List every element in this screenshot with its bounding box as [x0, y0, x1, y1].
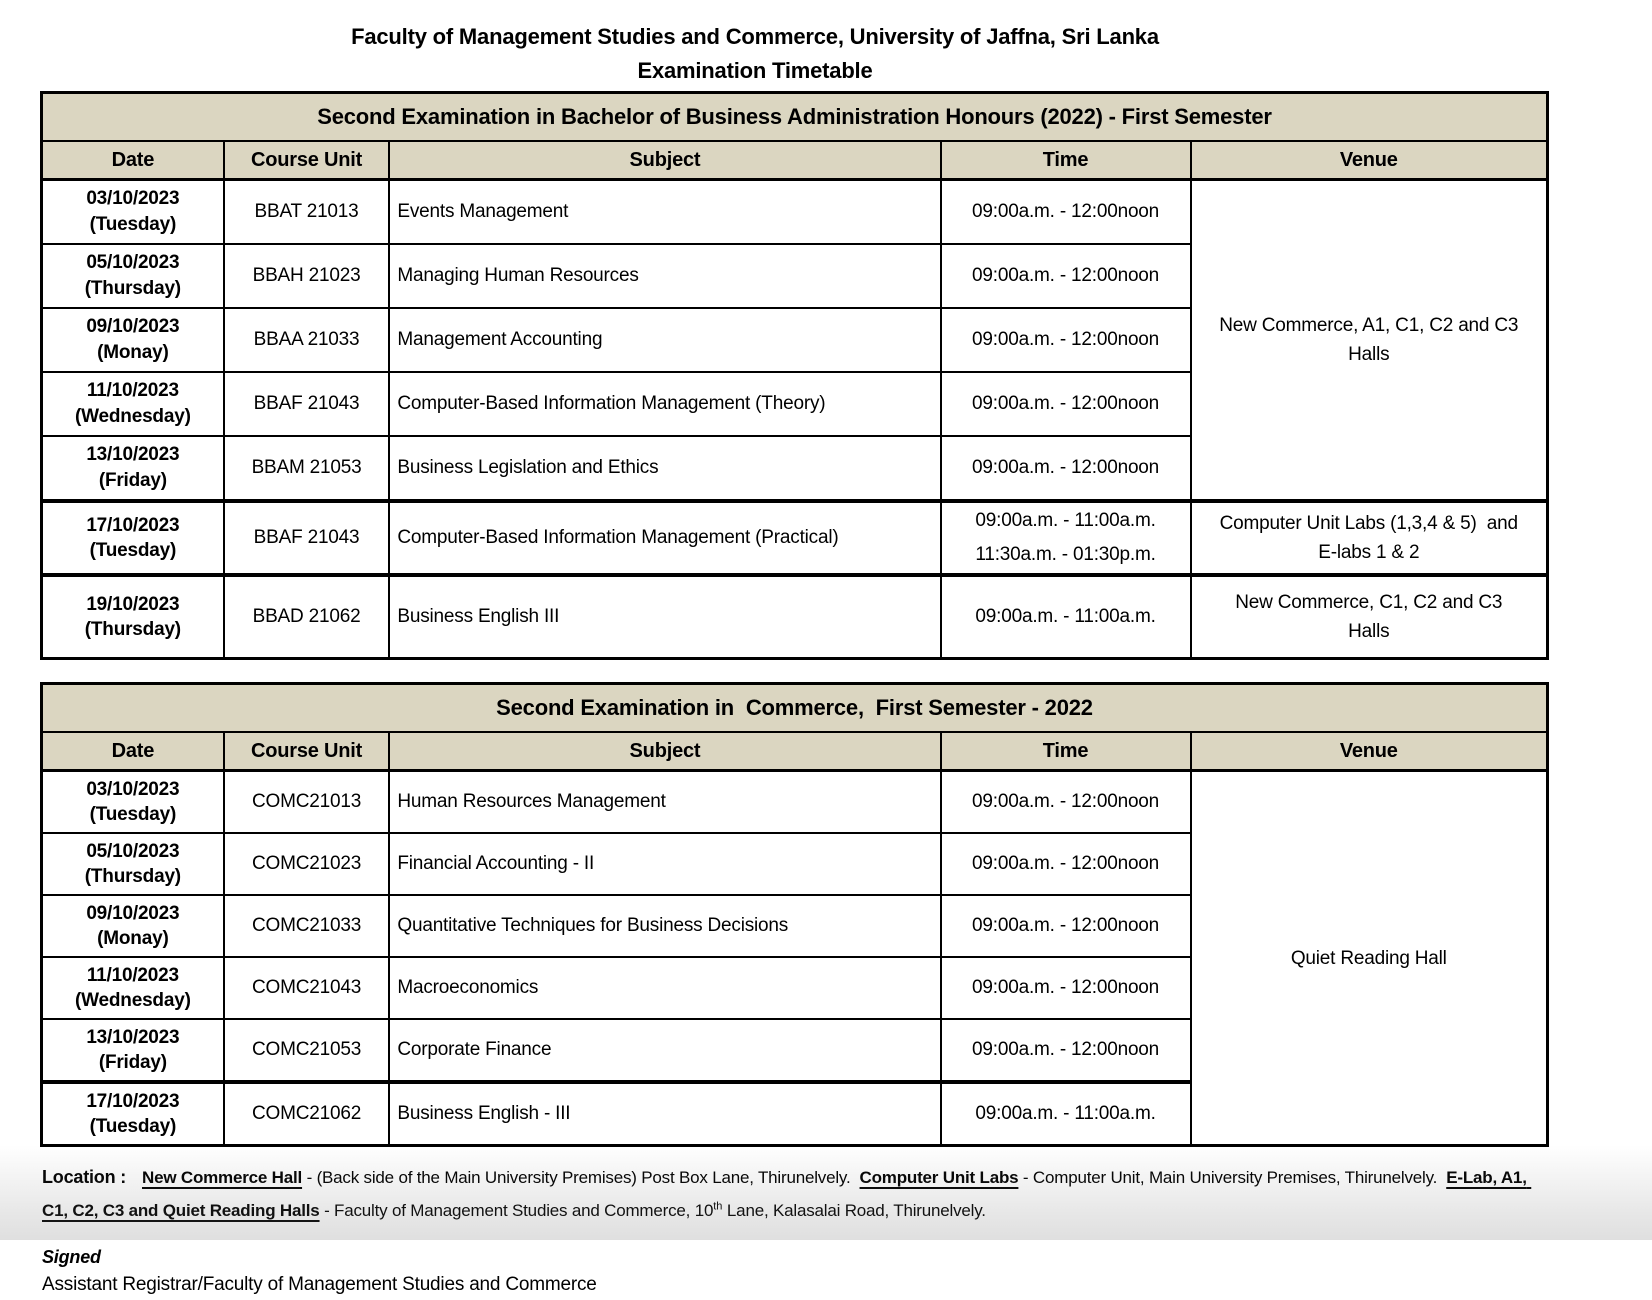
table-row: 17/10/2023 (Tuesday) BBAF 21043 Computer-…	[40, 498, 1549, 577]
column-header-course-unit: Course Unit	[222, 140, 391, 181]
column-header-time: Time	[939, 731, 1192, 773]
subject-cell: Events Management	[388, 178, 942, 245]
subject-cell: Human Resources Management	[388, 769, 942, 835]
signature-block: Signed Assistant Registrar/Faculty of Ma…	[42, 1244, 1652, 1300]
table-row: 09/10/2023 (Monay) BBAA 21033 Management …	[40, 307, 1548, 373]
course-unit-cell: BBAD 21062	[222, 573, 391, 660]
column-header-venue: Venue	[1189, 731, 1549, 773]
date-cell: 03/10/2023 (Tuesday)	[40, 178, 225, 245]
time-cell: 09:00a.m. - 12:00noon	[939, 178, 1192, 245]
table-row: 05/10/2023 (Thursday) COMC21023 Financial…	[40, 832, 1548, 897]
table-title: Second Examination in Commerce, First Se…	[40, 682, 1549, 734]
course-unit-cell: BBAM 21053	[222, 435, 391, 502]
time-cell: 09:00a.m. - 11:00a.m.	[939, 1080, 1192, 1147]
time-cell: 09:00a.m. - 11:00a.m. 11:30a.m. - 01:30p.…	[939, 498, 1192, 577]
course-unit-cell: COMC21043	[222, 956, 391, 1021]
time-cell: 09:00a.m. - 12:00noon	[939, 435, 1192, 502]
course-unit-cell: COMC21053	[222, 1018, 391, 1084]
venue-cell: Computer Unit Labs (1,3,4 & 5) and E-labs…	[1189, 498, 1549, 577]
table-row: 19/10/2023 (Thursday) BBAD 21062 Business…	[40, 573, 1549, 660]
subject-cell: Business English - III	[388, 1080, 942, 1147]
time-cell: 09:00a.m. - 12:00noon	[939, 894, 1192, 959]
course-unit-cell: BBAF 21043	[222, 371, 391, 437]
date-cell: 11/10/2023 (Wednesday)	[40, 371, 225, 437]
time-cell: 09:00a.m. - 12:00noon	[939, 371, 1192, 437]
bba-exam-table: Second Examination in Bachelor of Busine…	[40, 91, 1549, 661]
venue-cell: Quiet Reading Hall	[1189, 769, 1549, 1147]
table-row: 03/10/2023 (Tuesday) COMC21013 Human Reso…	[40, 769, 1549, 1147]
table-row: 13/10/2023 (Friday) COMC21053 Corporate F…	[40, 1018, 1548, 1084]
course-unit-cell: COMC21023	[222, 832, 391, 897]
date-cell: 17/10/2023 (Tuesday)	[40, 1080, 225, 1147]
table-title-row: Second Examination in Commerce, First Se…	[40, 682, 1549, 734]
column-header-subject: Subject	[388, 731, 942, 773]
subject-cell: Management Accounting	[388, 307, 942, 373]
subject-cell: Business English III	[388, 573, 942, 660]
column-header-date: Date	[40, 731, 225, 773]
subject-cell: Financial Accounting - II	[388, 832, 942, 897]
signed-name: Assistant Registrar/Faculty of Managemen…	[42, 1274, 597, 1296]
table-row: 11/10/2023 (Wednesday) BBAF 21043 Compute…	[40, 371, 1548, 437]
location-elab-halls: E-Lab, A1, C1, C2, C3 and Quiet Reading …	[42, 1168, 1532, 1220]
table-row: 13/10/2023 (Friday) BBAM 21053 Business L…	[40, 435, 1548, 502]
date-cell: 09/10/2023 (Monay)	[40, 894, 225, 959]
table-title: Second Examination in Bachelor of Busine…	[40, 91, 1549, 142]
date-cell: 09/10/2023 (Monay)	[40, 307, 225, 373]
time-cell: 09:00a.m. - 11:00a.m.	[939, 573, 1192, 660]
date-cell: 05/10/2023 (Thursday)	[40, 243, 225, 309]
subject-cell: Corporate Finance	[388, 1018, 942, 1084]
column-header-subject: Subject	[388, 140, 942, 181]
time-cell: 09:00a.m. - 12:00noon	[939, 307, 1192, 373]
column-header-venue: Venue	[1189, 140, 1549, 181]
page-title: Faculty of Management Studies and Commer…	[351, 24, 1159, 49]
column-header-row: Date Course Unit Subject Time Venue	[40, 140, 1549, 181]
course-unit-cell: COMC21062	[222, 1080, 391, 1147]
time-cell: 09:00a.m. - 12:00noon	[939, 243, 1192, 309]
course-unit-cell: BBAT 21013	[222, 178, 391, 245]
course-unit-cell: BBAF 21043	[222, 498, 391, 577]
date-cell: 19/10/2023 (Thursday)	[40, 573, 225, 660]
location-new-commerce-hall: New Commerce Hall	[142, 1168, 303, 1188]
course-unit-cell: BBAA 21033	[222, 307, 391, 373]
location-computer-unit-labs: Computer Unit Labs	[859, 1168, 1019, 1188]
time-cell: 09:00a.m. - 12:00noon	[939, 1018, 1192, 1084]
table-title-row: Second Examination in Bachelor of Busine…	[40, 91, 1549, 142]
subject-cell: Business Legislation and Ethics	[388, 435, 942, 502]
location-note: Location : New Commerce Hall - (Back side…	[42, 1167, 1532, 1220]
subject-cell: Computer-Based Information Management (P…	[388, 498, 942, 577]
signed-label: Signed	[42, 1247, 101, 1268]
course-unit-cell: COMC21013	[222, 769, 391, 835]
date-cell: 17/10/2023 (Tuesday)	[40, 498, 225, 577]
course-unit-cell: BBAH 21023	[222, 243, 391, 309]
time-cell: 09:00a.m. - 12:00noon	[939, 769, 1192, 835]
table-row: 11/10/2023 (Wednesday) COMC21043 Macroeco…	[40, 956, 1548, 1021]
column-header-row: Date Course Unit Subject Time Venue	[40, 731, 1549, 773]
date-cell: 05/10/2023 (Thursday)	[40, 832, 225, 897]
column-header-date: Date	[40, 140, 225, 181]
date-cell: 11/10/2023 (Wednesday)	[40, 956, 225, 1021]
time-cell: 09:00a.m. - 12:00noon	[939, 832, 1192, 897]
location-label: Location :	[42, 1167, 126, 1188]
date-cell: 13/10/2023 (Friday)	[40, 435, 225, 502]
table-row: 03/10/2023 (Tuesday) BBAT 21013 Events Ma…	[40, 178, 1549, 502]
column-header-time: Time	[939, 140, 1192, 181]
subject-cell: Macroeconomics	[388, 956, 942, 1021]
table-row: 09/10/2023 (Monay) COMC21033 Quantitative…	[40, 894, 1548, 959]
venue-cell: New Commerce, C1, C2 and C3 Halls	[1189, 573, 1549, 660]
venue-cell: New Commerce, A1, C1, C2 and C3 Halls	[1189, 178, 1549, 502]
page-subtitle: Examination Timetable	[637, 58, 873, 83]
table-row: 17/10/2023 (Tuesday) COMC21062 Business E…	[40, 1080, 1548, 1147]
column-header-course-unit: Course Unit	[222, 731, 391, 773]
subject-cell: Quantitative Techniques for Business Dec…	[388, 894, 942, 959]
document-header: Faculty of Management Studies and Commer…	[0, 0, 1510, 82]
course-unit-cell: COMC21033	[222, 894, 391, 959]
subject-cell: Managing Human Resources	[388, 243, 942, 309]
table-row: 05/10/2023 (Thursday) BBAH 21023 Managing…	[40, 243, 1548, 309]
date-cell: 13/10/2023 (Friday)	[40, 1018, 225, 1084]
subject-cell: Computer-Based Information Management (T…	[388, 371, 942, 437]
date-cell: 03/10/2023 (Tuesday)	[40, 769, 225, 835]
time-cell: 09:00a.m. - 12:00noon	[939, 956, 1192, 1021]
commerce-exam-table: Second Examination in Commerce, First Se…	[40, 682, 1549, 1148]
